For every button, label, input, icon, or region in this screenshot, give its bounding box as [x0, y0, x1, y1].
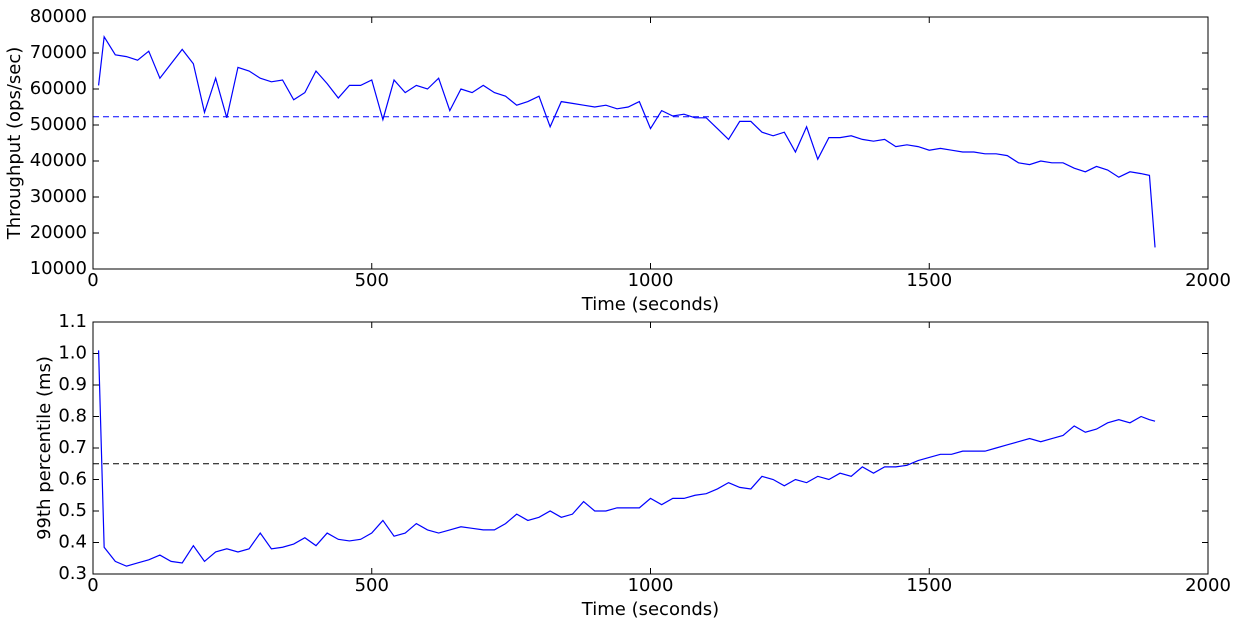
x-tick-label: 0 [87, 270, 98, 291]
y-tick-label: 10000 [30, 258, 87, 279]
x-tick-label: 0 [87, 575, 98, 596]
x-tick-label: 1000 [628, 575, 674, 596]
y-tick-label: 60000 [30, 78, 87, 99]
x-tick-label: 2000 [1185, 270, 1231, 291]
y-tick-label: 0.3 [58, 563, 87, 584]
y-tick-label: 20000 [30, 222, 87, 243]
data-line [97, 350, 1156, 567]
x-tick-label: 1000 [628, 270, 674, 291]
y-tick-label: 0.5 [58, 500, 87, 521]
y-tick-label: 50000 [30, 114, 87, 135]
y-tick-label: 70000 [30, 42, 87, 63]
subplot: 0 500 1000 1500 2000 0.3 0.4 0.5 0.6 0.7 0.8 0.9 1.0… [34, 311, 1231, 620]
y-tick-label: 1.1 [58, 311, 87, 332]
x-tick-label: 1500 [906, 270, 952, 291]
x-tick-label: 500 [355, 270, 389, 291]
y-tick-label: 0.8 [58, 406, 87, 427]
x-tick-label: 2000 [1185, 575, 1231, 596]
x-tick-label: 1500 [906, 575, 952, 596]
x-axis-label: Time (seconds) [581, 294, 719, 315]
x-axis-label: Time (seconds) [581, 599, 719, 620]
data-line [97, 35, 1156, 248]
y-tick-label: 40000 [30, 150, 87, 171]
y-tick-label: 0.9 [58, 374, 87, 395]
axes-frame [92, 16, 1209, 270]
y-axis-label: 99th percentile (ms) [34, 356, 55, 540]
subplot: 0 500 1000 1500 2000 10000 20000 30000 40000 5000… [4, 6, 1231, 315]
axes-frame [92, 321, 1209, 575]
y-tick-label: 0.4 [58, 532, 87, 553]
x-tick-label: 500 [355, 575, 389, 596]
y-tick-label: 0.7 [58, 437, 87, 458]
y-tick-label: 0.6 [58, 469, 87, 490]
y-tick-label: 80000 [30, 6, 87, 27]
y-tick-label: 1.0 [58, 343, 87, 364]
y-tick-label: 30000 [30, 186, 87, 207]
y-axis-label: Throughput (ops/sec) [4, 47, 25, 241]
